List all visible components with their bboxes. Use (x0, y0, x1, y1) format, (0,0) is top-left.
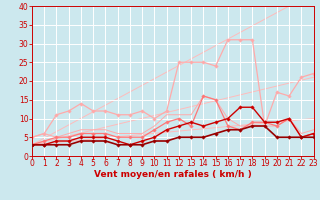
X-axis label: Vent moyen/en rafales ( km/h ): Vent moyen/en rafales ( km/h ) (94, 170, 252, 179)
